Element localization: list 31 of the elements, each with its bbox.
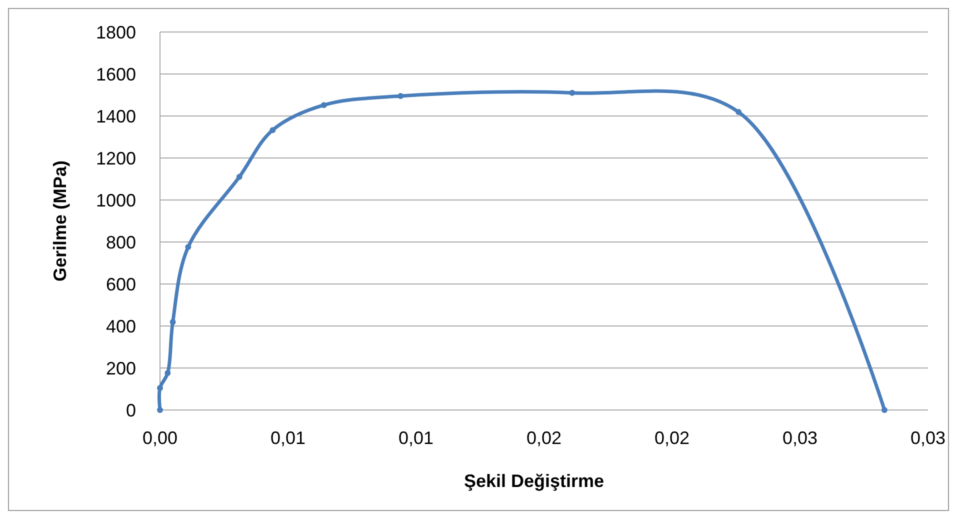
point bbox=[398, 93, 404, 100]
y-tick-label: 200 bbox=[106, 358, 136, 378]
y-tick-label: 1200 bbox=[96, 148, 136, 168]
y-tick-label: 1800 bbox=[96, 22, 136, 42]
point bbox=[736, 109, 742, 116]
x-tick-label: 0,02 bbox=[526, 428, 562, 448]
x-tick-label: 0,03 bbox=[782, 428, 818, 448]
x-axis-title: Şekil Değiştirme bbox=[464, 471, 604, 491]
x-tick-label: 0,01 bbox=[398, 428, 434, 448]
x-tick-label: 0,02 bbox=[654, 428, 690, 448]
point bbox=[157, 407, 163, 413]
y-tick-label: 400 bbox=[106, 316, 136, 336]
point bbox=[270, 127, 276, 134]
point bbox=[881, 407, 888, 413]
y-tick-label: 600 bbox=[106, 274, 136, 294]
point bbox=[157, 384, 163, 391]
x-tick-label: 0,00 bbox=[142, 428, 178, 448]
point bbox=[170, 319, 176, 326]
y-axis-title: Gerilme (MPa) bbox=[50, 160, 70, 282]
point bbox=[185, 244, 192, 250]
y-tick-label: 1400 bbox=[96, 106, 136, 126]
point bbox=[569, 90, 576, 96]
y-tick-label: 0 bbox=[126, 400, 136, 420]
x-tick-label: 0,03 bbox=[910, 428, 946, 448]
point bbox=[164, 370, 171, 376]
x-tick-label: 0,01 bbox=[270, 428, 306, 448]
point bbox=[236, 174, 242, 180]
y-tick-label: 800 bbox=[106, 232, 136, 252]
y-tick-label: 1600 bbox=[96, 64, 136, 84]
y-tick-label: 1000 bbox=[96, 190, 136, 210]
point bbox=[320, 102, 327, 108]
